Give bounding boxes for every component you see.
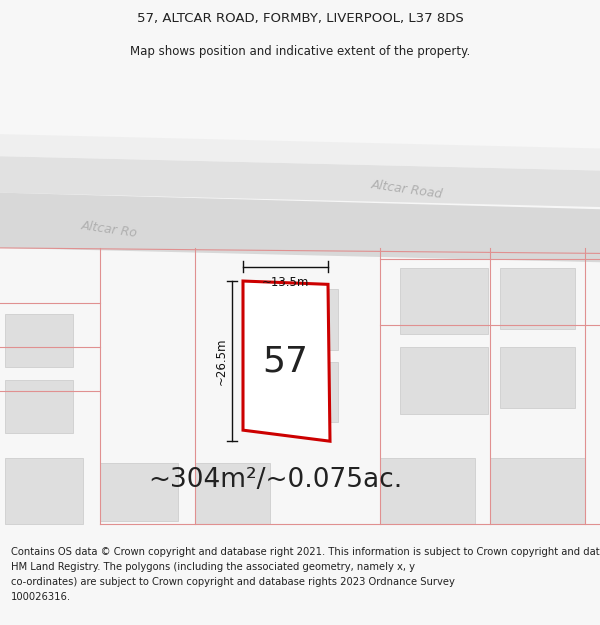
Text: Altcar Ro: Altcar Ro: [80, 219, 138, 239]
Text: ~13.5m: ~13.5m: [262, 276, 309, 289]
Polygon shape: [0, 134, 600, 171]
Bar: [500, 268, 575, 329]
Polygon shape: [0, 156, 600, 207]
Text: HM Land Registry. The polygons (including the associated geometry, namely x, y: HM Land Registry. The polygons (includin…: [11, 562, 415, 572]
Text: 57, ALTCAR ROAD, FORMBY, LIVERPOOL, L37 8DS: 57, ALTCAR ROAD, FORMBY, LIVERPOOL, L37 …: [137, 12, 463, 25]
Text: ~26.5m: ~26.5m: [215, 338, 228, 385]
Bar: [490, 458, 585, 524]
Text: co-ordinates) are subject to Crown copyright and database rights 2023 Ordnance S: co-ordinates) are subject to Crown copyr…: [11, 577, 455, 587]
Bar: [270, 289, 338, 349]
Text: 100026316.: 100026316.: [11, 592, 71, 602]
Text: 57: 57: [262, 344, 308, 379]
Bar: [5, 314, 73, 368]
Bar: [380, 458, 475, 524]
Bar: [400, 348, 488, 414]
Polygon shape: [243, 281, 330, 441]
Bar: [195, 463, 270, 524]
Polygon shape: [0, 192, 600, 262]
Text: Map shows position and indicative extent of the property.: Map shows position and indicative extent…: [130, 45, 470, 58]
Bar: [270, 362, 338, 423]
Bar: [100, 463, 178, 521]
Text: Contains OS data © Crown copyright and database right 2021. This information is : Contains OS data © Crown copyright and d…: [11, 548, 600, 558]
Bar: [400, 268, 488, 334]
Bar: [500, 348, 575, 408]
Text: Altcar Road: Altcar Road: [370, 178, 443, 201]
Bar: [5, 458, 83, 524]
Text: ~304m²/~0.075ac.: ~304m²/~0.075ac.: [148, 467, 402, 493]
Bar: [5, 381, 73, 434]
